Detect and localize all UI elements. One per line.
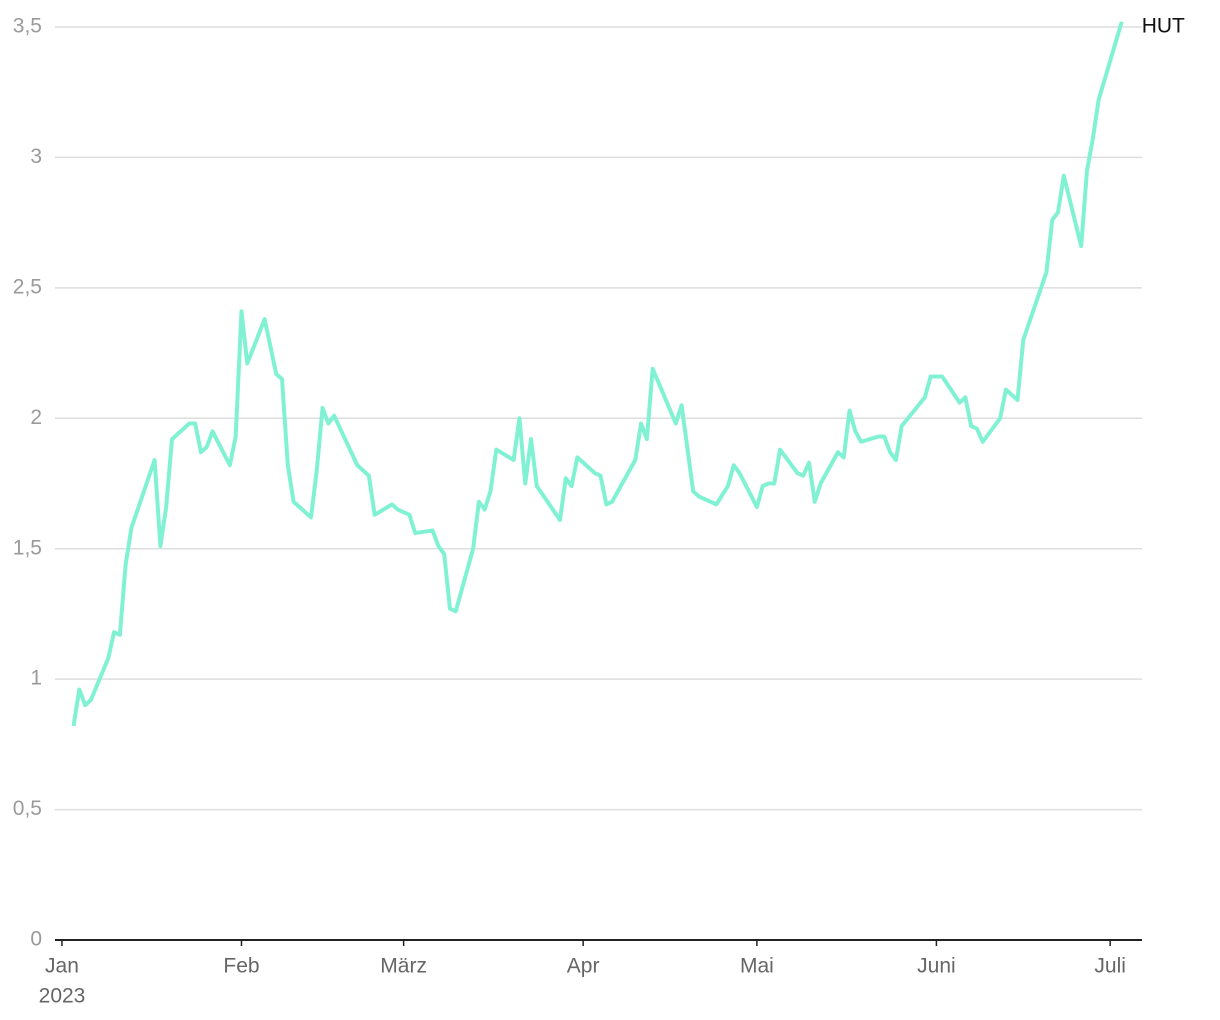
y-tick-label: 3,5 [13, 15, 42, 38]
y-tick-label: 2,5 [13, 275, 42, 298]
y-tick-label: 3 [30, 145, 42, 168]
x-tick-label: März [380, 955, 427, 978]
x-tick-label: Juli [1094, 955, 1126, 978]
y-tick-label: 1,5 [13, 536, 42, 559]
series-label: HUT [1142, 14, 1185, 37]
x-year-label: 2023 [39, 985, 86, 1008]
x-tick-label: Feb [223, 955, 259, 978]
y-tick-label: 0,5 [13, 797, 42, 820]
x-tick-label: Juni [917, 955, 956, 978]
y-tick-label: 2 [30, 406, 42, 429]
x-tick-label: Jan [45, 955, 79, 978]
line-series [71, 21, 1124, 727]
y-tick-label: 0 [30, 928, 42, 951]
y-tick-label: 1 [30, 667, 42, 690]
x-tick-label: Apr [567, 955, 600, 978]
x-tick-label: Mai [740, 955, 774, 978]
